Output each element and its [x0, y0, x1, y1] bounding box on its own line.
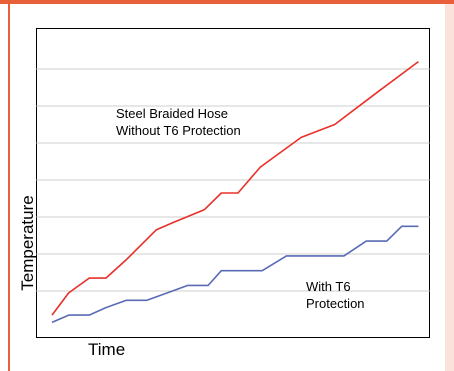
- frame-top-border: [0, 0, 454, 4]
- blue-annotation-line-1: With T6: [306, 279, 351, 294]
- blue-series-annotation: With T6 Protection: [306, 278, 365, 312]
- x-axis-label: Time: [88, 340, 126, 359]
- blue-annotation-line-2: Protection: [306, 296, 365, 311]
- red-series-annotation: Steel Braided Hose Without T6 Protection: [116, 105, 241, 139]
- frame-left-border: [8, 0, 10, 371]
- red-annotation-line-1: Steel Braided Hose: [116, 106, 229, 121]
- plot-area: [36, 28, 430, 338]
- red-series-line: [51, 60, 419, 316]
- plot-canvas: [36, 60, 430, 324]
- frame-right-shadow: [445, 0, 454, 371]
- red-annotation-line-2: Without T6 Protection: [116, 123, 241, 138]
- blue-series-line: [51, 225, 419, 324]
- y-axis-label: Temperature: [18, 195, 37, 291]
